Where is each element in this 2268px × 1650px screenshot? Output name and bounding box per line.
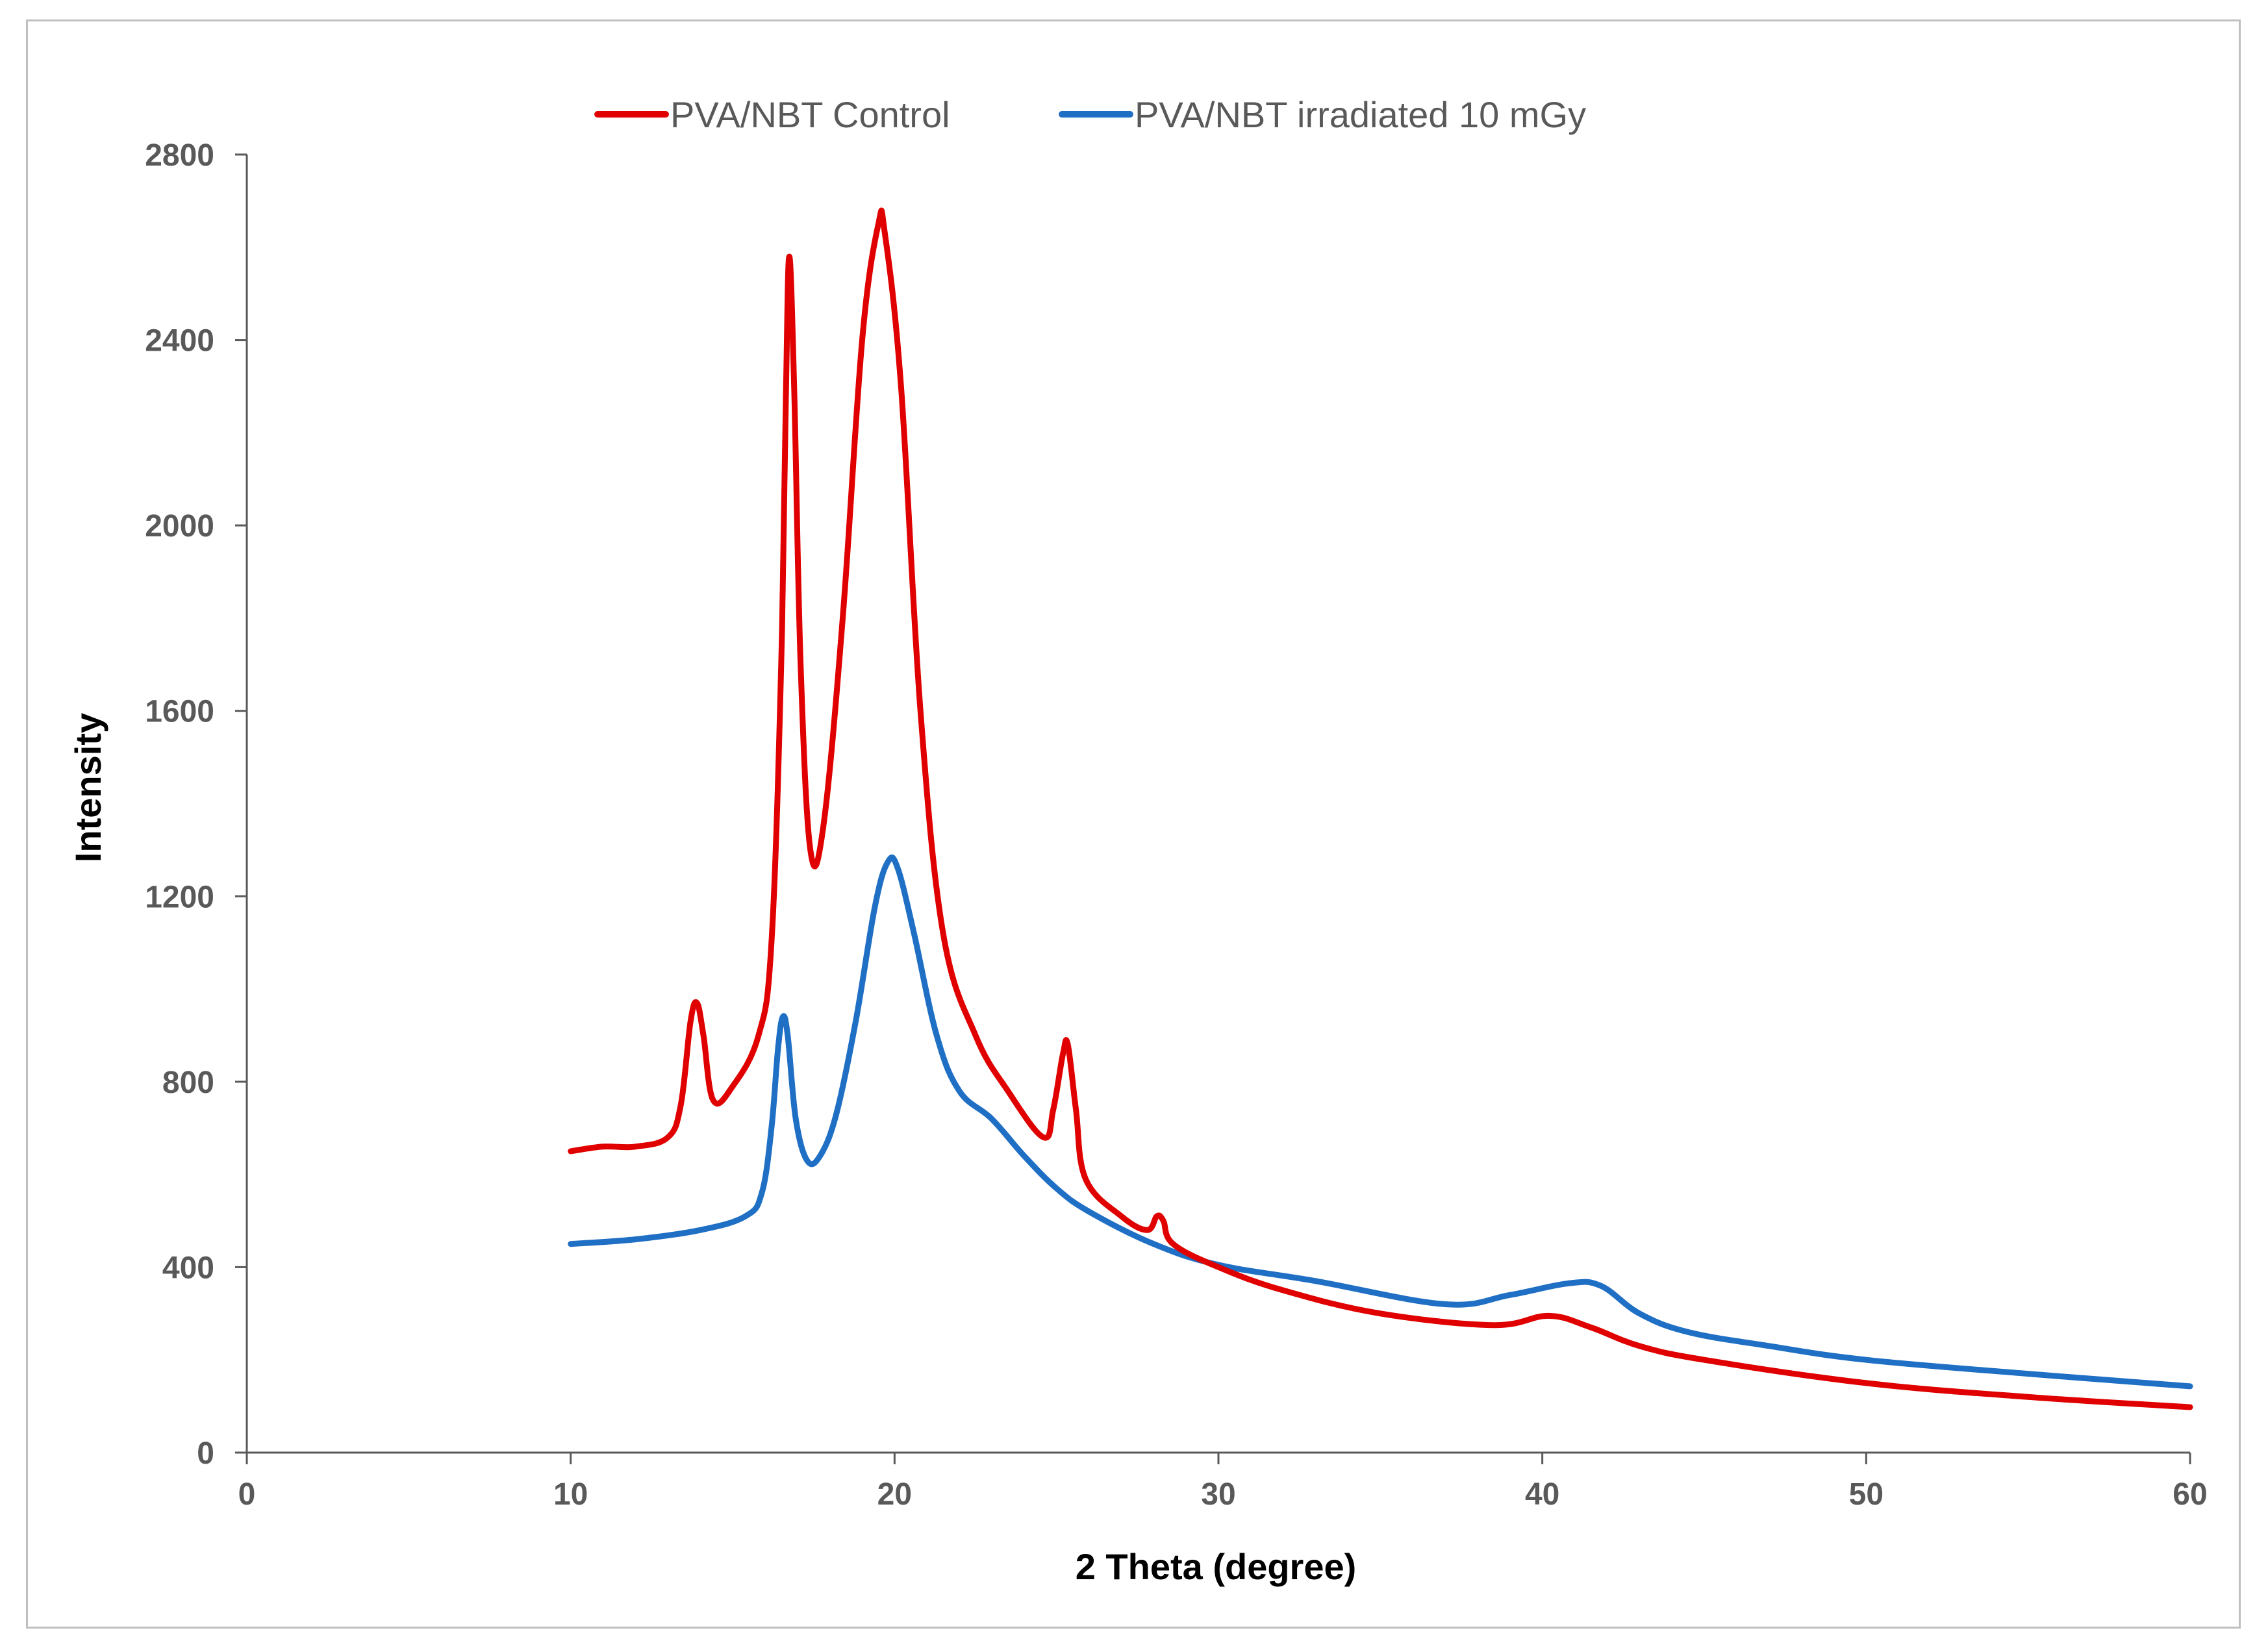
y-tick-label: 2400 [145,324,214,358]
y-tick-label: 1200 [145,880,214,914]
legend-entry-control: PVA/NBT Control [594,94,950,135]
y-tick-label: 2800 [145,138,214,173]
x-tick-label: 60 [2173,1477,2207,1512]
y-tick-label: 800 [162,1066,214,1100]
legend: PVA/NBT Control PVA/NBT irradiated 10 mG… [594,94,1586,135]
y-tick-label: 400 [162,1251,214,1285]
y-axis-title: Intensity [68,713,108,862]
y-tick-label: 1600 [145,695,214,729]
series-line-control [568,207,2193,1410]
x-tick-label: 30 [1201,1477,1235,1512]
legend-entry-irradiated: PVA/NBT irradiated 10 mGy [1059,94,1586,135]
legend-label-control: PVA/NBT Control [670,94,950,135]
y-tick-label: 2000 [145,509,214,544]
series-group [568,207,2193,1410]
series-line-irradiated [568,854,2193,1390]
x-axis-title: 2 Theta (degree) [1076,1546,1357,1587]
y-tick-label: 0 [197,1436,214,1471]
legend-label-irradiated: PVA/NBT irradiated 10 mGy [1135,94,1586,135]
x-tick-label: 20 [877,1477,912,1512]
x-tick-label: 40 [1525,1477,1559,1512]
axes: 0 400 800 1200 1600 2000 2400 2800 0 10 20 30 40 50 60 [145,138,2207,1512]
x-tick-label: 10 [553,1477,588,1512]
x-tick-label: 0 [238,1477,256,1512]
x-tick-label: 50 [1849,1477,1884,1512]
